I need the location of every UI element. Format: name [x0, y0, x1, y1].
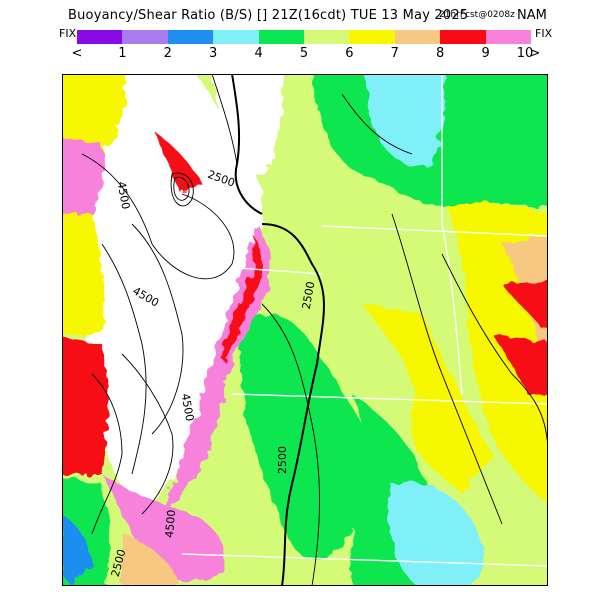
- legend-swatch-10: [485, 30, 532, 44]
- field-cyan-south: [389, 482, 484, 586]
- forecast-info: 21hrFcst@0208z: [439, 10, 515, 20]
- field-white-west: [62, 74, 263, 506]
- legend-tick-5: 5: [299, 46, 309, 61]
- border-line: [181, 263, 323, 275]
- border-line: [321, 225, 548, 237]
- legend-swatch-7: [349, 30, 395, 44]
- legend-tick-labels: < > 1 2 3 4 5 6 7 8 9 10: [0, 46, 611, 64]
- contour-line: [341, 93, 413, 155]
- color-legend-bar: [77, 30, 532, 44]
- legend-tick-8: 8: [436, 46, 445, 61]
- contour-line: [121, 353, 174, 515]
- legend-swatch-5: [258, 30, 305, 44]
- field-red-fringe: [222, 234, 263, 364]
- legend-swatch-8: [394, 30, 441, 44]
- field-red-peak: [157, 134, 202, 194]
- border-line: [441, 74, 463, 395]
- legend-swatch-4: [213, 30, 259, 44]
- fix-label-right: FIX: [535, 27, 553, 40]
- field-green-center: [240, 313, 379, 559]
- thin-contours: [81, 74, 548, 586]
- legend-swatch-9: [440, 30, 486, 44]
- border-line: [181, 553, 548, 567]
- contour-line: [101, 243, 147, 475]
- model-name: NAM: [517, 8, 547, 23]
- contour-line: [81, 153, 235, 280]
- field-red-far-west: [62, 337, 108, 474]
- field-yellow-far-west: [62, 214, 104, 334]
- field-yellow-center: [362, 304, 492, 494]
- legend-swatch-3: [167, 30, 214, 44]
- field-yellow-north-west: [62, 74, 126, 154]
- contour-label: 2500: [276, 446, 289, 474]
- legend-tick-6: 6: [345, 46, 354, 61]
- contour-label: 4500: [115, 180, 133, 210]
- field-white-north: [212, 74, 284, 175]
- legend-tick-2: 2: [163, 46, 172, 61]
- legend-tick-10: 10: [516, 46, 534, 61]
- contour-line: [441, 253, 548, 455]
- contour-line: [170, 172, 194, 207]
- legend-tick-7: 7: [390, 46, 399, 61]
- legend-tick-1: 1: [118, 46, 127, 61]
- field-cyan-north: [364, 74, 447, 167]
- legend-tick-9: 9: [481, 46, 490, 61]
- chart-title: Buoyancy/Shear Ratio (B/S) [] 21Z(16cdt)…: [0, 6, 611, 26]
- map-frame: [62, 74, 548, 586]
- field-pink-south: [102, 474, 225, 586]
- field-blue-far-west: [62, 514, 92, 586]
- legend-greater-than: >: [529, 46, 541, 61]
- contour-label: 4500: [163, 509, 178, 538]
- legend-tick-4: 4: [254, 46, 263, 61]
- contour-label: 2500: [300, 280, 318, 310]
- boundary-lines: [181, 74, 548, 567]
- legend-less-than: <: [71, 46, 83, 61]
- map-panel: 2500 4500 2500 4500 4500 2500 4500 2500: [62, 74, 548, 586]
- contour-line: [173, 176, 190, 201]
- contour-line: [231, 74, 263, 215]
- field-red-east: [502, 280, 548, 329]
- legend-swatch-2: [122, 30, 168, 44]
- legend-tick-3: 3: [209, 46, 218, 61]
- field-pink-north-west: [62, 137, 104, 214]
- legend-swatch-6: [304, 30, 350, 44]
- contour-label: 4500: [179, 392, 197, 422]
- contour-line: [211, 74, 238, 165]
- contour-line: [391, 213, 503, 525]
- title-text: Buoyancy/Shear Ratio (B/S) [] 21Z(16cdt)…: [68, 8, 469, 23]
- contour-line: [91, 373, 123, 535]
- legend-swatch-1: [77, 30, 123, 44]
- contour-line: [261, 223, 325, 586]
- field-red-east-2: [492, 334, 548, 394]
- field-orange-south-west: [122, 534, 182, 586]
- contour-line: [261, 303, 320, 586]
- border-line: [231, 393, 548, 405]
- thick-contours: [231, 74, 325, 586]
- ratio-field: [62, 74, 548, 586]
- fix-label-left: FIX: [59, 27, 77, 40]
- contour-line: [131, 223, 184, 435]
